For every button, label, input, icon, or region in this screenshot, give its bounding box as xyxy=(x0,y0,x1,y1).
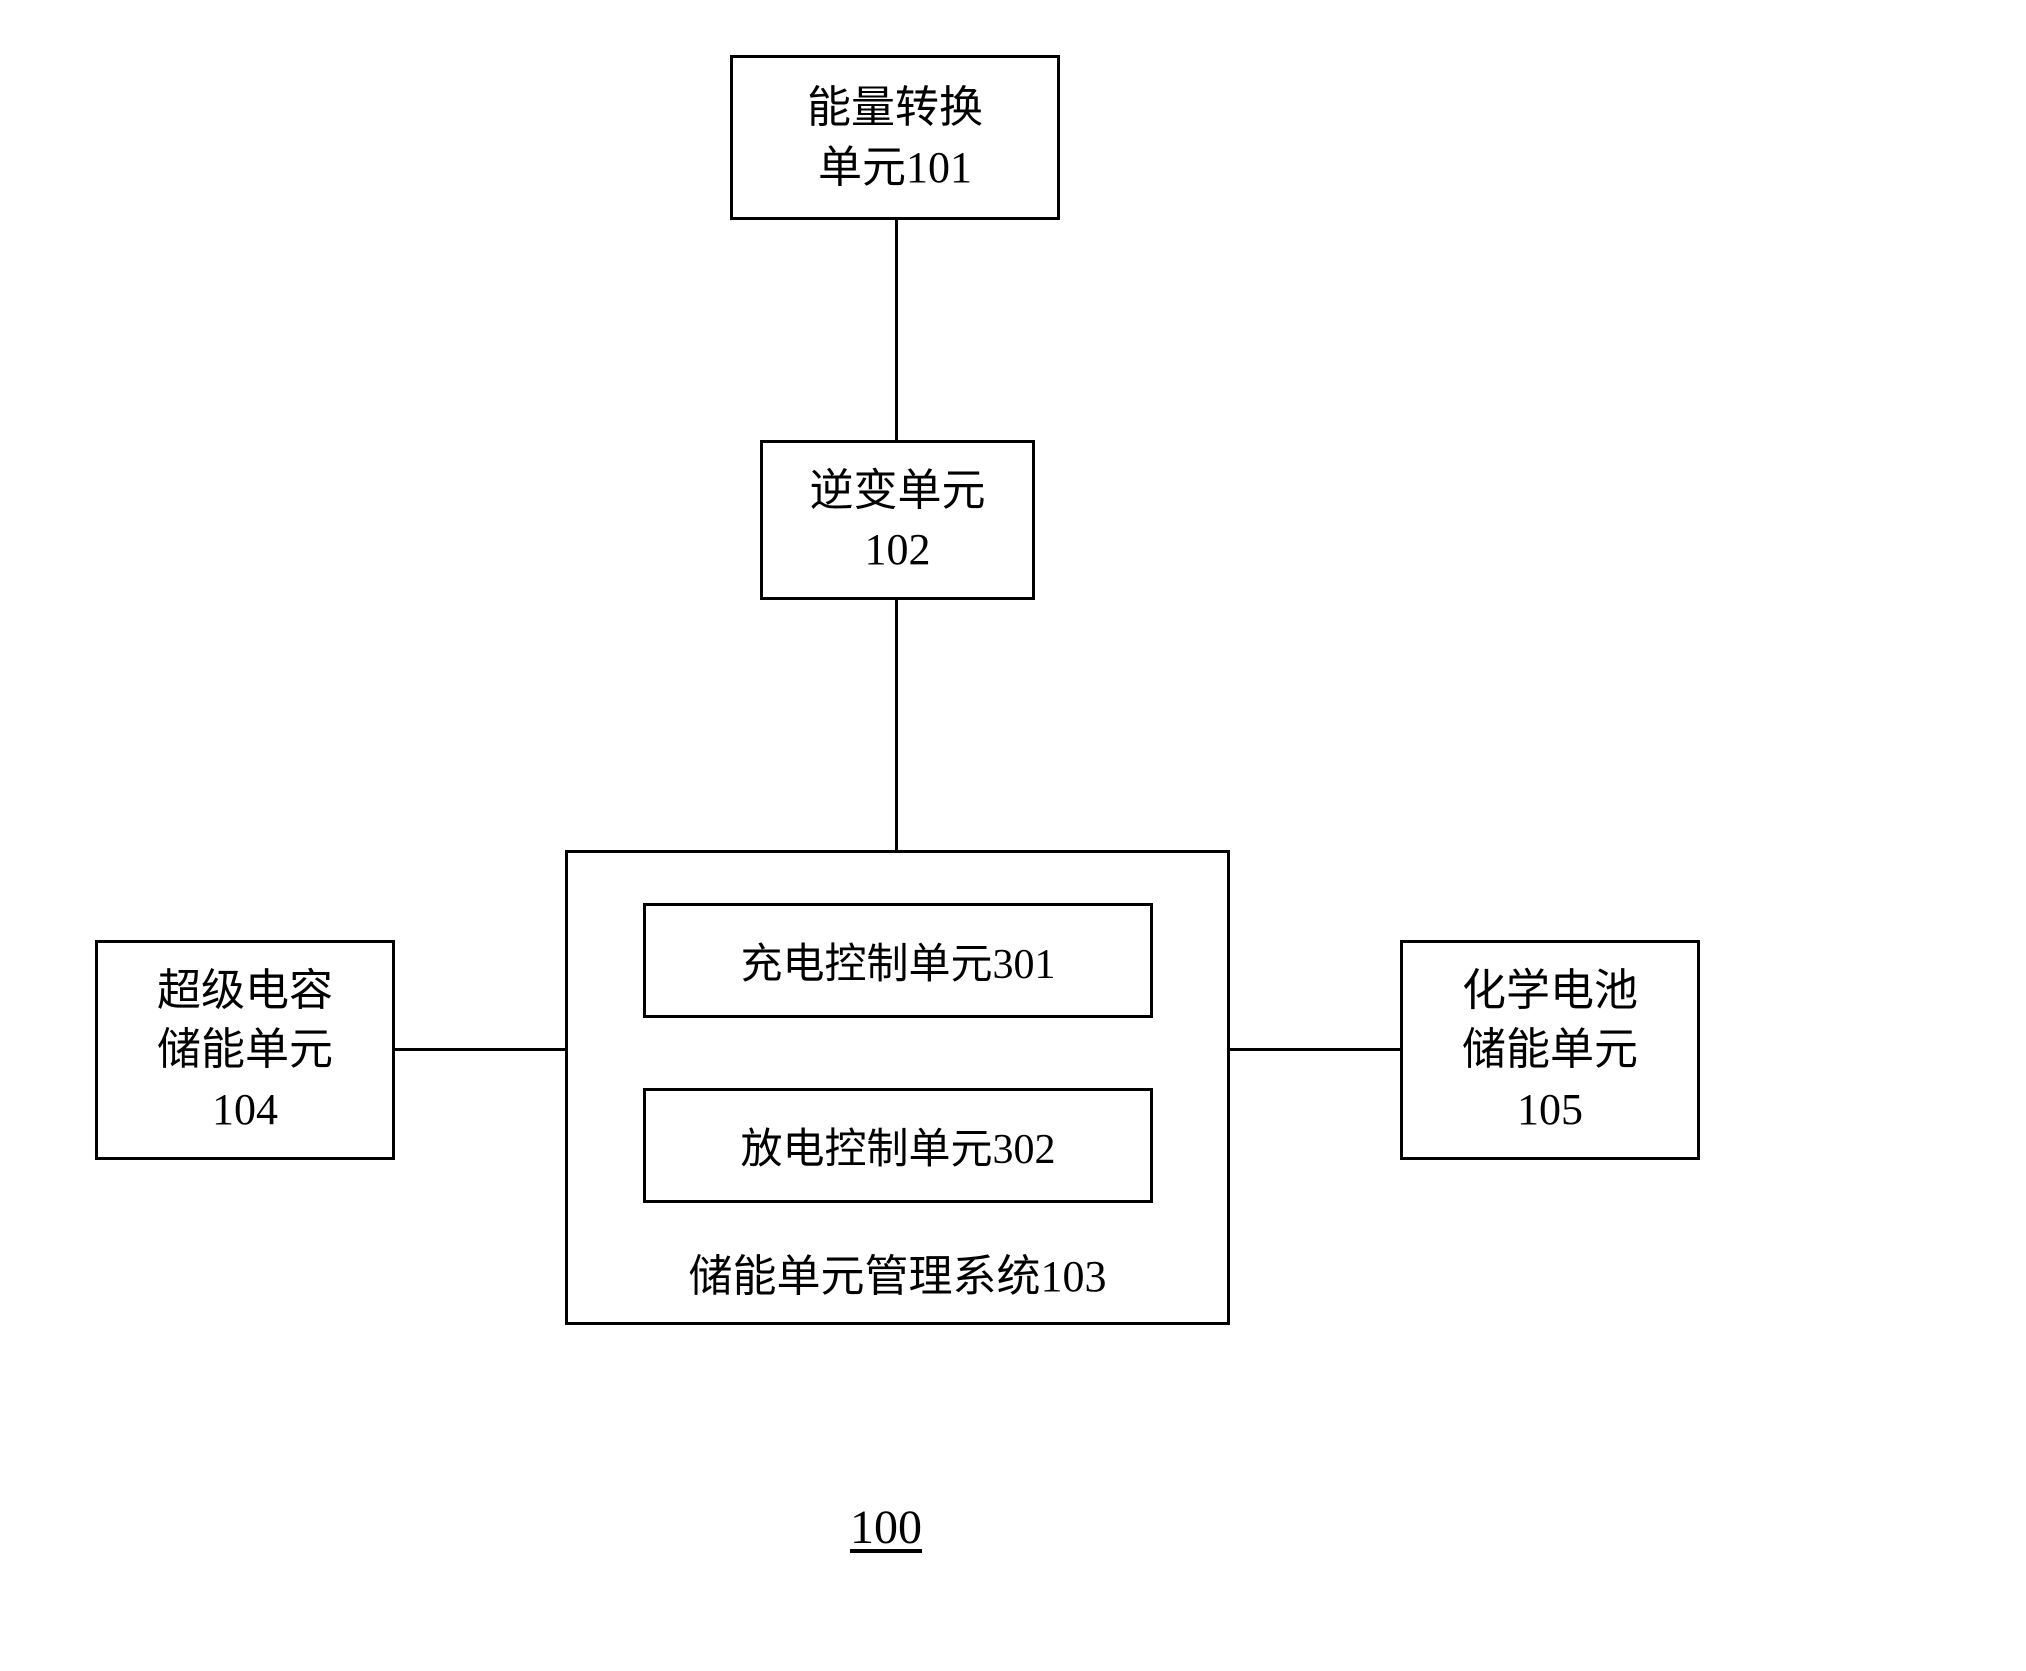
edge-supercap-to-mgmt xyxy=(395,1048,565,1051)
node-discharge-control-label: 放电控制单元302 xyxy=(740,1115,1055,1176)
node-chem-line1: 化学电池 xyxy=(1462,961,1638,1020)
node-inverter-line2: 102 xyxy=(865,520,931,579)
figure-label: 100 xyxy=(850,1500,922,1555)
node-charge-control: 充电控制单元301 xyxy=(643,903,1153,1018)
node-energy-conversion-line2: 单元101 xyxy=(818,138,972,197)
node-inverter: 逆变单元 102 xyxy=(760,440,1035,600)
node-chem-line3: 105 xyxy=(1517,1080,1583,1139)
node-mgmt-container: 充电控制单元301 放电控制单元302 储能单元管理系统103 xyxy=(565,850,1230,1325)
node-chem-line2: 储能单元 xyxy=(1462,1020,1638,1079)
node-inverter-line1: 逆变单元 xyxy=(810,461,986,520)
node-supercap-line1: 超级电容 xyxy=(157,961,333,1020)
node-chem-battery: 化学电池 储能单元 105 xyxy=(1400,940,1700,1160)
node-supercap: 超级电容 储能单元 104 xyxy=(95,940,395,1160)
node-discharge-control: 放电控制单元302 xyxy=(643,1088,1153,1203)
node-charge-control-label: 充电控制单元301 xyxy=(740,930,1055,991)
node-energy-conversion-line1: 能量转换 xyxy=(807,78,983,137)
edge-mgmt-to-chem xyxy=(1230,1048,1400,1051)
mgmt-container-label: 储能单元管理系统103 xyxy=(568,1240,1227,1304)
edge-energy-to-inverter xyxy=(895,220,898,440)
node-supercap-line3: 104 xyxy=(212,1080,278,1139)
node-energy-conversion: 能量转换 单元101 xyxy=(730,55,1060,220)
node-supercap-line2: 储能单元 xyxy=(157,1020,333,1079)
edge-inverter-to-mgmt xyxy=(895,600,898,850)
